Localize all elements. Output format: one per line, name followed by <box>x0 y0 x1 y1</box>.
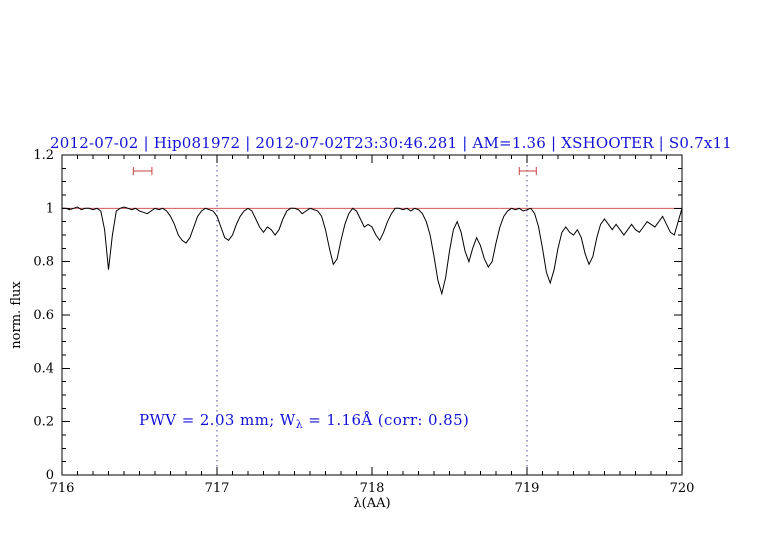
y-tick-label: 1.2 <box>33 148 54 163</box>
x-tick-label: 718 <box>360 481 385 496</box>
pwv-annotation: PWV = 2.03 mm; Wλ = 1.16Å (corr: 0.85) <box>139 411 469 431</box>
y-tick-label: 0 <box>46 468 54 483</box>
y-tick-label: 0.8 <box>33 255 54 270</box>
x-axis-label: λ(AA) <box>353 496 390 511</box>
y-tick-label: 0.2 <box>33 415 54 430</box>
pwv-annotation-prefix: PWV = 2.03 mm; W <box>139 411 296 429</box>
y-tick-label: 1 <box>46 201 54 216</box>
y-tick-label: 0.6 <box>33 308 54 323</box>
x-tick-label: 716 <box>50 481 75 496</box>
pwv-annotation-suffix: = 1.16Å (corr: 0.85) <box>303 411 470 429</box>
spectrum-line <box>62 206 683 296</box>
plot-title: 2012-07-02 | Hip081972 | 2012-07-02T23:3… <box>50 134 732 152</box>
x-tick-label: 717 <box>205 481 230 496</box>
x-tick-label: 720 <box>670 481 695 496</box>
x-tick-label: 719 <box>515 481 540 496</box>
y-tick-label: 0.4 <box>33 361 54 376</box>
pwv-annotation-subscript: λ <box>295 418 304 431</box>
y-axis-label: norm. flux <box>9 281 24 349</box>
